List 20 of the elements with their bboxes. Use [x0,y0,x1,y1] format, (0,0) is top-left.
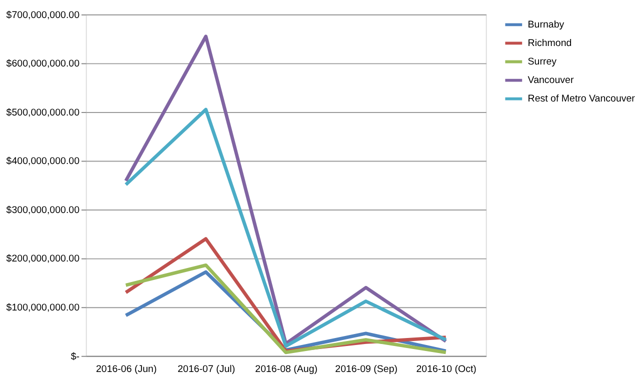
y-tick-label: $700,000,000.00 [6,10,80,21]
x-tick-label: 2016-07 (Jul) [178,364,236,375]
legend-label: Surrey [528,56,557,68]
legend-label: Burnaby [528,20,564,31]
line-series [124,108,448,348]
x-tick-label: 2016-08 (Aug) [255,364,318,375]
y-tick-label: $200,000,000.00 [6,254,80,265]
legend-label: Rest of Metro Vancouver [528,94,636,105]
y-tick-label: $- [70,351,80,362]
y-tick-label: $400,000,000.00 [6,156,80,168]
x-tick-label: 2016-09 (Sep) [335,364,398,375]
x-tick-label: 2016-10 (Oct) [416,364,476,375]
legend-label: Richmond [528,38,572,50]
y-tick-label: $300,000,000.00 [6,204,80,216]
y-tick-label: $600,000,000.00 [6,58,80,70]
y-tick-label: $100,000,000.00 [6,302,80,314]
legend-label: Vancouver [528,75,574,86]
x-tick-label: 2016-06 (Jun) [96,364,157,375]
line-series [124,34,448,346]
y-tick-label: $500,000,000.00 [6,107,80,118]
